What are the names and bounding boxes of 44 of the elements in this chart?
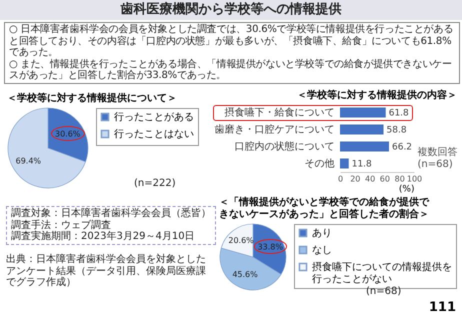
data-label: 61.8 (388, 108, 410, 118)
bar (340, 142, 389, 152)
chart-title: ＜学校等に対する情報提供について＞ (6, 92, 177, 104)
x-axis-title: (%) (398, 184, 414, 194)
legend-label: なし (312, 245, 332, 256)
data-label: 66.2 (392, 142, 412, 152)
text: (n=68) (418, 158, 454, 170)
text: 調査対象：日本障害者歯科学会会員（悉皆） (11, 208, 211, 220)
data-label: 11.8 (352, 160, 372, 170)
text: ○ 日本障害者歯科学会の会員を対象とした調査では、30.6%で学校等に情報提供を行ったことがあると回答しており、その内容は「口腔内の状態」が最も多いが、「摂食嚥下、給食」についても61.8%であった。 (9, 24, 454, 58)
x-tick-label: 80 (394, 174, 405, 184)
legend-label: 行ったことがある (114, 112, 194, 123)
legend-label: 摂食嚥下についての情報提供を行ったことがない (312, 261, 452, 285)
data-label: 69.4% (16, 156, 42, 166)
x-tick-label: 40 (365, 174, 376, 184)
text: 複数回答 (418, 146, 458, 158)
bar (340, 158, 349, 168)
data-label: 30.6% (54, 129, 81, 138)
y-tick-label: 口腔内の状態について (234, 140, 334, 152)
text: (n=222) (134, 178, 176, 190)
text: 111 (428, 300, 456, 315)
data-label: 45.6% (232, 270, 258, 280)
text: 歯科医療機関から学校等への情報提供 (0, 0, 462, 20)
y-tick-label: 摂食嚥下・給食について (224, 106, 334, 118)
y-tick-label: その他 (304, 158, 334, 170)
chart-title: ＜「情報提供がないと学校等での給食が提供できないケースがあった」と回答した者の割合＞ (218, 196, 430, 220)
text: 調査実施期間：2023年3月29～4月10日 (11, 231, 196, 242)
pie-slice (8, 108, 86, 188)
text: (n=68) (366, 286, 402, 298)
text: 調査手法：ウェブ調査 (11, 220, 112, 230)
bar (340, 124, 384, 134)
legend-label: 行ったことはない (114, 129, 194, 140)
text: ○ また、情報提供を行ったことがある場合、「情報提供がないと学校等での給食が提供できないケースがあった」と回答した割合が33.8%であった。 (9, 58, 453, 82)
x-tick-label: 60 (380, 174, 390, 184)
bar (340, 108, 386, 118)
data-label: 58.8 (386, 126, 407, 136)
x-tick-label: 20 (350, 174, 360, 184)
x-tick-label: 0 (338, 174, 344, 184)
y-tick-label: 歯磨き・口腔ケアについて (214, 124, 334, 136)
data-label: 33.8% (258, 242, 284, 252)
chart-title: ＜学校等に対する情報提供の内容＞ (297, 89, 457, 101)
x-tick-label: 100 (406, 174, 422, 184)
source-note: 出典：日本障害者歯科学会会員を対象としたアンケート結果（データ引用、保険局医療課でグラフ作成） (6, 254, 207, 288)
legend-label: あり (312, 228, 332, 239)
